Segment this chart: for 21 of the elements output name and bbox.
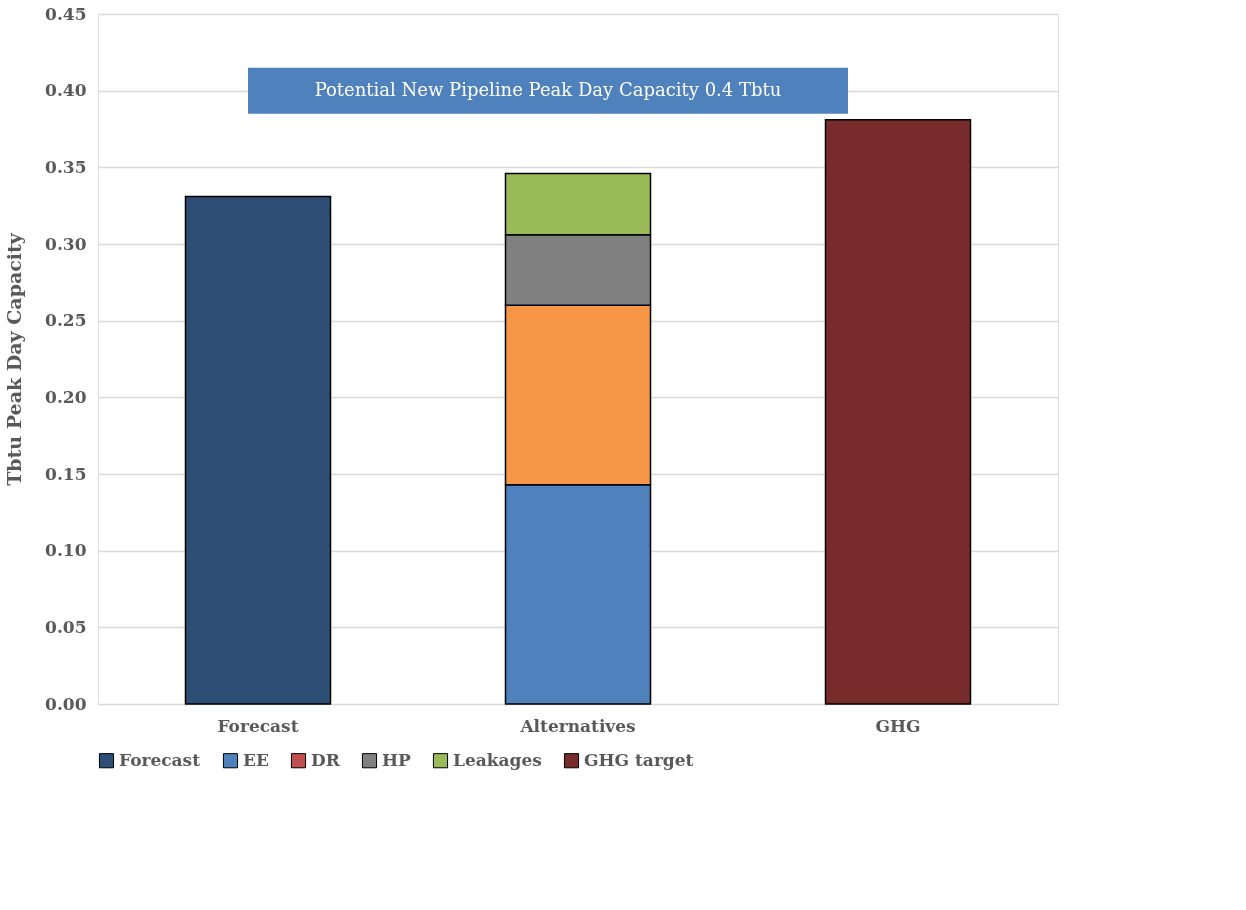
legend-label: Leakages bbox=[453, 749, 542, 770]
y-tick-label: 0.00 bbox=[45, 693, 87, 714]
y-tick-label: 0.20 bbox=[45, 386, 87, 407]
x-tick-label: Alternatives bbox=[519, 715, 636, 736]
y-axis-title: Tbtu Peak Day Capacity bbox=[3, 232, 26, 486]
ref-line-label: Potential New Pipeline Peak Day Capacity 0.4 Tbtu bbox=[314, 78, 782, 100]
legend-label: HP bbox=[382, 749, 412, 770]
y-tick-label: 0.05 bbox=[45, 616, 87, 637]
legend-label: Forecast bbox=[119, 749, 201, 770]
y-tick-label: 0.30 bbox=[45, 233, 87, 254]
y-tick-label: 0.45 bbox=[45, 3, 87, 24]
legend-label: DR bbox=[311, 749, 341, 770]
x-tick-label: Forecast bbox=[217, 715, 299, 736]
legend-label: GHG target bbox=[584, 749, 694, 770]
y-tick-label: 0.40 bbox=[45, 80, 87, 101]
legend-label: EE bbox=[243, 749, 269, 770]
y-tick-label: 0.10 bbox=[45, 540, 87, 561]
y-tick-label: 0.15 bbox=[45, 463, 87, 484]
y-tick-label: 0.25 bbox=[45, 310, 87, 331]
x-tick-label: GHG bbox=[875, 715, 921, 736]
y-tick-label: 0.35 bbox=[45, 156, 87, 177]
